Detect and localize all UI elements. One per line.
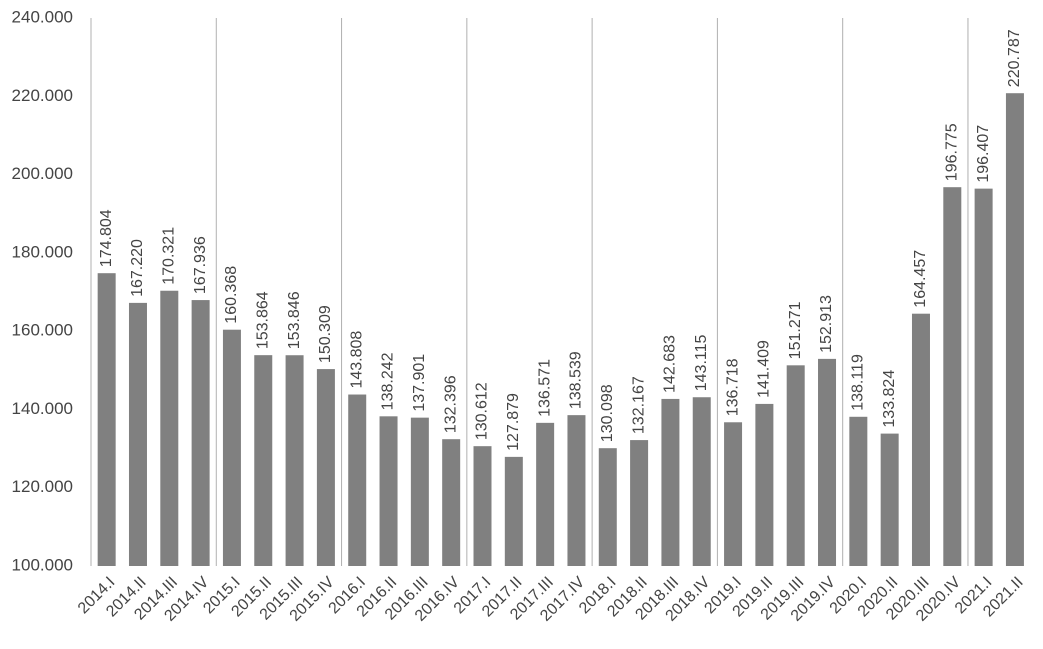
bar bbox=[598, 448, 617, 566]
bar bbox=[442, 439, 461, 566]
bar bbox=[818, 358, 837, 566]
bar bbox=[661, 398, 680, 566]
y-tick-label: 140.000 bbox=[12, 399, 73, 418]
value-label: 160.368 bbox=[223, 266, 240, 324]
value-label: 138.119 bbox=[850, 354, 867, 411]
value-label: 196.407 bbox=[975, 125, 992, 183]
bar bbox=[849, 416, 868, 566]
bar bbox=[786, 365, 805, 566]
value-label: 136.571 bbox=[536, 359, 553, 417]
bar bbox=[567, 415, 586, 566]
bar bbox=[724, 422, 743, 566]
value-label: 133.824 bbox=[881, 370, 898, 428]
value-label: 151.271 bbox=[787, 301, 804, 359]
value-label: 127.879 bbox=[505, 393, 522, 451]
y-tick-label: 220.000 bbox=[12, 86, 73, 105]
value-label: 170.321 bbox=[161, 227, 178, 285]
value-label: 143.115 bbox=[693, 334, 710, 391]
bar bbox=[755, 403, 774, 566]
y-tick-label: 200.000 bbox=[12, 164, 73, 183]
value-label: 153.864 bbox=[254, 291, 271, 349]
bar bbox=[348, 394, 367, 566]
value-label: 132.167 bbox=[630, 376, 647, 434]
bar bbox=[128, 302, 147, 566]
y-tick-label: 180.000 bbox=[12, 242, 73, 261]
value-label: 141.409 bbox=[756, 340, 773, 398]
value-label: 130.098 bbox=[599, 384, 616, 442]
bar bbox=[254, 355, 273, 566]
y-tick-label: 160.000 bbox=[12, 321, 73, 340]
value-label: 167.220 bbox=[129, 239, 146, 297]
bar bbox=[630, 440, 649, 566]
value-label: 150.309 bbox=[317, 305, 334, 363]
value-label: 196.775 bbox=[944, 123, 961, 181]
value-label: 220.787 bbox=[1006, 29, 1023, 87]
value-label: 174.804 bbox=[98, 209, 115, 267]
bar bbox=[285, 355, 304, 566]
bar bbox=[504, 456, 523, 566]
bar bbox=[880, 433, 899, 566]
bar bbox=[191, 300, 210, 566]
value-label: 138.539 bbox=[568, 351, 585, 409]
y-tick-label: 240.000 bbox=[12, 7, 73, 26]
value-label: 138.242 bbox=[380, 352, 397, 410]
value-label: 143.808 bbox=[348, 331, 365, 389]
value-label: 132.396 bbox=[442, 375, 459, 433]
bar bbox=[379, 416, 398, 566]
value-label: 152.913 bbox=[818, 295, 835, 353]
bar bbox=[222, 329, 241, 566]
bar bbox=[410, 417, 429, 566]
value-label: 137.901 bbox=[411, 354, 428, 412]
value-label: 136.718 bbox=[724, 358, 741, 416]
bar bbox=[97, 273, 116, 566]
bar bbox=[536, 422, 555, 566]
bar bbox=[1005, 93, 1024, 566]
y-tick-label: 120.000 bbox=[12, 477, 73, 496]
bar bbox=[316, 369, 335, 566]
value-label: 142.683 bbox=[662, 335, 679, 393]
bar bbox=[911, 313, 930, 566]
bar bbox=[473, 446, 492, 566]
value-label: 167.936 bbox=[192, 236, 209, 294]
bar bbox=[692, 397, 711, 566]
bar bbox=[943, 187, 962, 566]
bar bbox=[160, 290, 179, 566]
value-label: 153.846 bbox=[286, 291, 303, 349]
value-label: 130.612 bbox=[474, 382, 491, 440]
y-tick-label: 100.000 bbox=[12, 555, 73, 574]
bar bbox=[974, 188, 993, 567]
value-label: 164.457 bbox=[912, 250, 929, 308]
